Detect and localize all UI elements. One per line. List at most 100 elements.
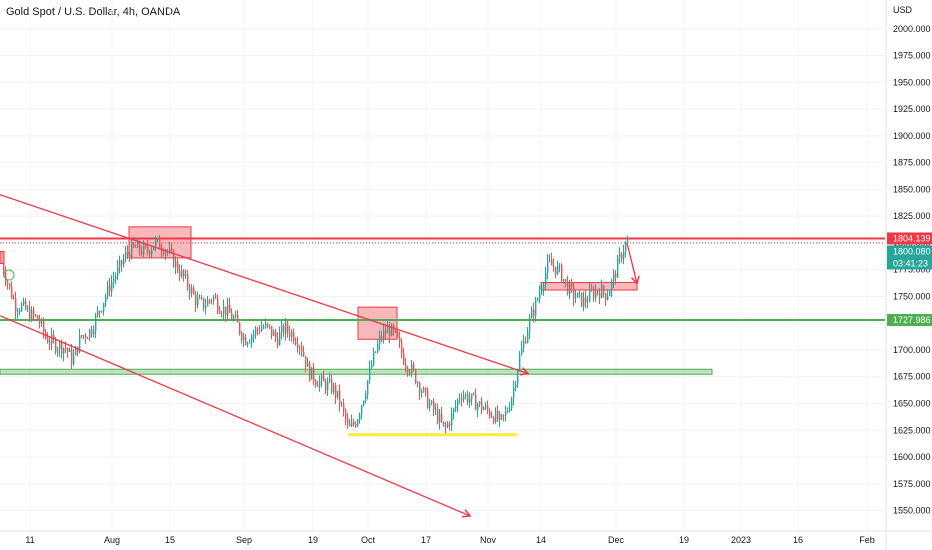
candle-body (149, 251, 151, 255)
candle-body (147, 246, 149, 252)
x-tick-label: 16 (793, 535, 803, 545)
candle-body (273, 331, 275, 336)
candle-body (319, 380, 321, 387)
candle-body (241, 333, 243, 340)
candle-body (213, 296, 215, 301)
candle-body (67, 348, 69, 352)
left-edge-marker (0, 250, 5, 264)
candle-body (107, 284, 109, 297)
candle-body (561, 264, 563, 282)
candle-body (565, 279, 567, 281)
candle-body (583, 297, 585, 307)
y-tick-label: 1575.000 (893, 479, 931, 489)
candle-body (447, 423, 449, 428)
candle-body (265, 323, 267, 328)
candle-body (129, 253, 131, 259)
candle-body (613, 273, 615, 281)
candle-body (411, 364, 413, 374)
candle-body (415, 369, 417, 384)
candle-body (117, 267, 119, 277)
x-tick-label: 19 (679, 535, 689, 545)
candle-body (27, 307, 29, 310)
y-tick-label: 1900.000 (893, 131, 931, 141)
zone-rect (0, 368, 713, 375)
candle-body (263, 327, 265, 329)
candle-body (597, 290, 599, 293)
candle-body (469, 399, 471, 403)
candle-body (71, 349, 73, 365)
candle-body (47, 337, 49, 343)
candle-body (435, 408, 437, 411)
candle-body (205, 306, 207, 309)
candle-body (471, 393, 473, 400)
candle-body (619, 254, 621, 259)
candle-body (425, 387, 427, 391)
x-tick-label: 14 (536, 535, 546, 545)
candle-body (185, 273, 187, 277)
candle-body (455, 406, 457, 409)
candle-body (285, 323, 287, 334)
candle-body (355, 424, 357, 427)
candle-body (417, 382, 419, 384)
candle-body (379, 335, 381, 344)
candle-body (95, 315, 97, 332)
candle-body (23, 300, 25, 305)
arrow-head (631, 275, 640, 286)
candle-body (267, 323, 269, 325)
candle-body (3, 262, 5, 273)
candle-body (625, 242, 627, 252)
candle-body (225, 306, 227, 316)
candle-body (181, 270, 183, 277)
candle-body (135, 246, 137, 248)
candle-body (579, 292, 581, 294)
candle-body (151, 250, 153, 255)
candle-body (53, 334, 55, 340)
candle-body (49, 342, 51, 344)
candle-body (141, 251, 143, 255)
candle-body (193, 288, 195, 295)
candle-body (217, 298, 219, 311)
y-tick-label: 2000.000 (893, 24, 931, 34)
candle-body (357, 420, 359, 427)
candle-body (553, 265, 555, 267)
candle-body (459, 398, 461, 400)
candle-body (367, 380, 369, 395)
candle-body (591, 289, 593, 291)
candle-body (7, 282, 9, 284)
candle-body (87, 337, 89, 339)
candle-body (301, 347, 303, 352)
candle-body (535, 299, 537, 316)
candle-body (57, 349, 59, 352)
candle-body (495, 410, 497, 423)
candle-body (429, 403, 431, 408)
candle-body (101, 311, 103, 313)
candle-body (391, 325, 393, 336)
candle-body (51, 334, 53, 344)
candle-body (369, 367, 371, 381)
candle-body (315, 380, 317, 385)
x-tick-label: Aug (104, 535, 120, 545)
candle-body (601, 285, 603, 298)
price-tag-label: 03:41:23 (893, 258, 928, 268)
candle-body (177, 260, 179, 272)
candle-body (351, 421, 353, 427)
candle-body (331, 379, 333, 392)
candle-body (291, 331, 293, 337)
candle-body (37, 315, 39, 321)
candle-body (461, 398, 463, 400)
candle-body (131, 243, 133, 259)
candle-body (209, 300, 211, 302)
candle-body (215, 296, 217, 299)
candle-body (323, 375, 325, 382)
candle-body (121, 260, 123, 265)
candle-body (111, 281, 113, 292)
candle-body (427, 390, 429, 408)
candle-body (287, 323, 289, 332)
candle-body (423, 387, 425, 392)
candle-body (253, 333, 255, 336)
candle-body (505, 411, 507, 415)
candle-body (115, 276, 117, 279)
candle-body (211, 300, 213, 302)
candle-body (523, 340, 525, 348)
